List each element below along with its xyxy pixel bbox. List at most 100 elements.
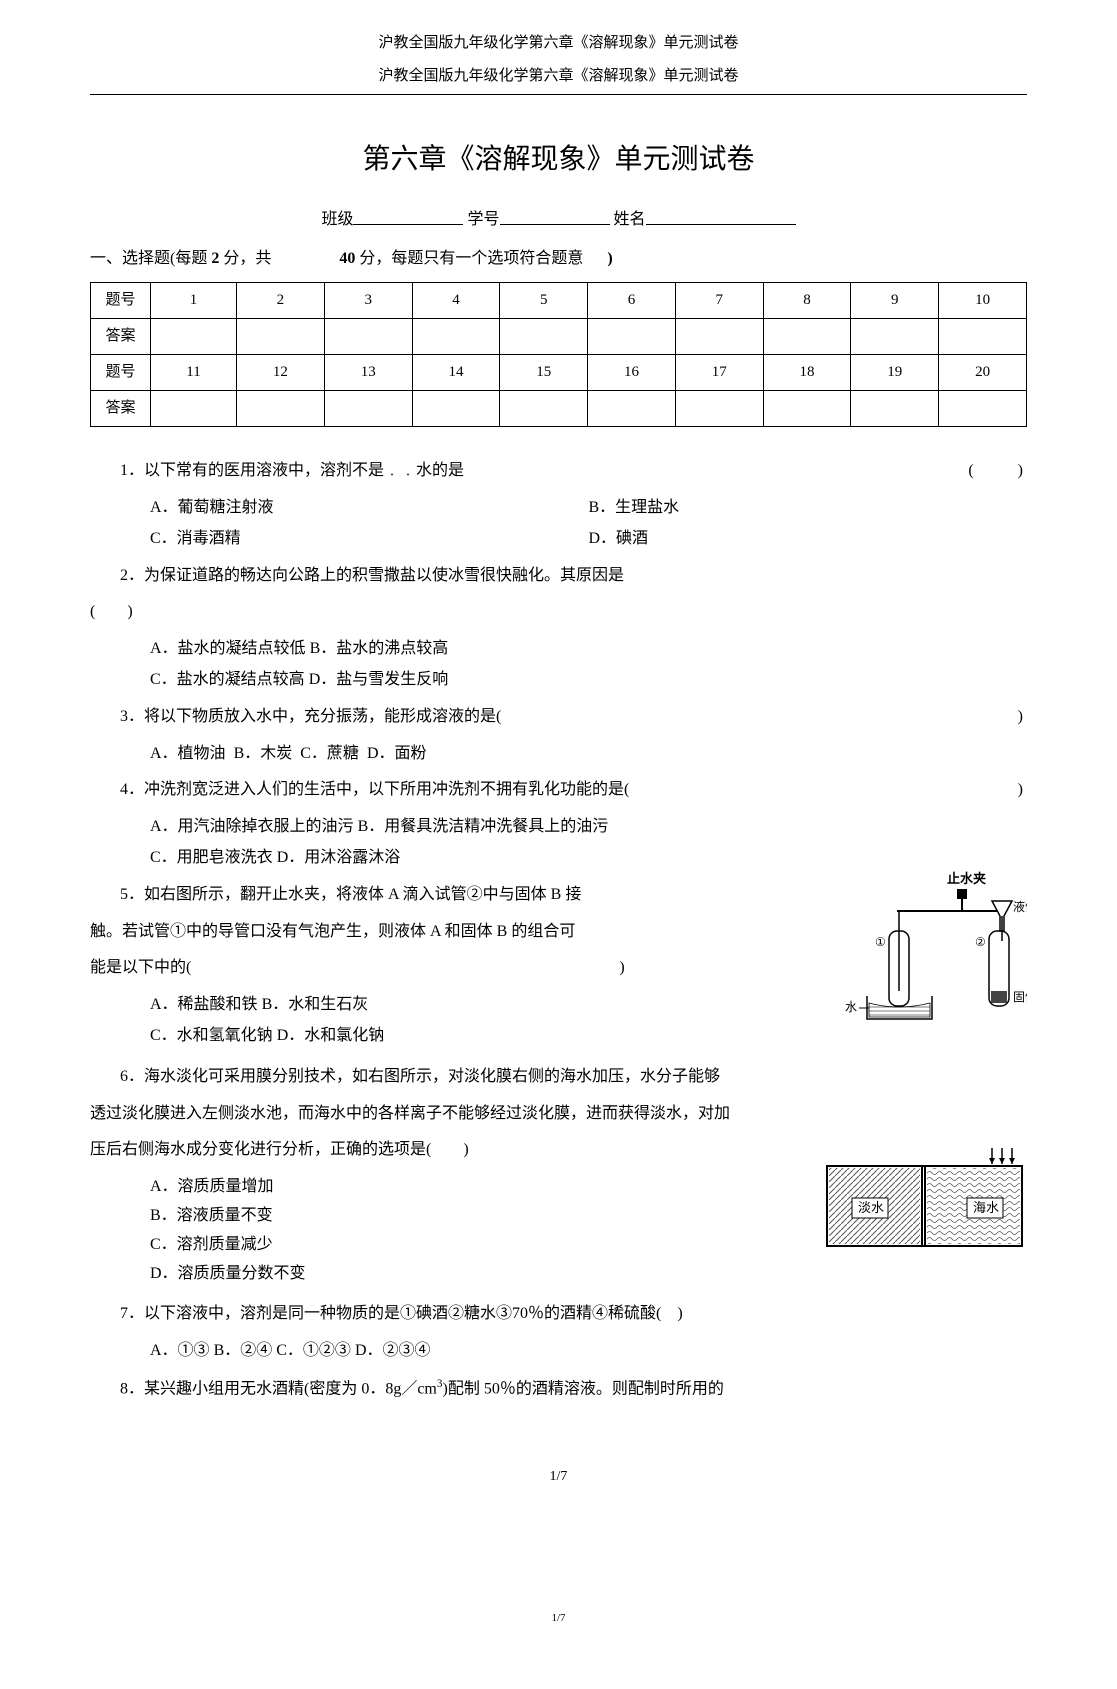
fig-label-fresh: 淡水	[858, 1200, 884, 1215]
table-cell	[763, 319, 851, 355]
table-label: 题号	[91, 355, 151, 391]
q4-opt-c: C．用肥皂液洗衣	[150, 844, 273, 873]
q3-text: 3．将以下物质放入水中，充分振荡，能形成溶液的是(	[120, 708, 501, 725]
section-mid2: 分，每题只有一个选项符合题意	[355, 250, 583, 267]
q7-opt-b: B．②④	[214, 1342, 273, 1359]
id-blank	[500, 205, 610, 224]
q7-text: 7．以下溶液中，溶剂是同一种物质的是①碘酒②糖水③70％的酒精④稀硫酸( )	[120, 1305, 683, 1322]
section-prefix: 一、选择题(每题	[90, 250, 211, 267]
table-cell: 4	[412, 283, 500, 319]
table-cell	[675, 391, 763, 427]
q3-opt-b: B．木炭	[234, 745, 293, 762]
table-cell	[675, 319, 763, 355]
table-cell: 16	[588, 355, 676, 391]
table-cell: 8	[763, 283, 851, 319]
question-5: 5．如右图所示，翻开止水夹，将液体 A 滴入试管②中与固体 B 接	[120, 881, 1027, 910]
question-3: 3．将以下物质放入水中，充分振荡，能形成溶液的是( )	[120, 703, 1027, 732]
fig-label-2: ②	[975, 935, 986, 949]
running-header-2: 沪教全国版九年级化学第六章《溶解现象》单元测试卷	[90, 63, 1027, 95]
question-4: 4．冲洗剂宽泛进入人们的生活中，以下所用冲洗剂不拥有乳化功能的是( )	[120, 776, 1027, 805]
name-label: 姓名	[614, 212, 646, 229]
question-8: 8．某兴趣小组用无水酒精(密度为 0．8g／cm3)配制 50％的酒精溶液。则配…	[120, 1374, 1027, 1404]
table-cell: 12	[237, 355, 325, 391]
table-cell	[851, 319, 939, 355]
q3-paren: )	[1018, 703, 1027, 732]
q8-text-1: 8．某兴趣小组用无水酒精(密度为 0．8g／cm	[120, 1380, 437, 1397]
q1-text: 1．以下常有的医用溶液中，溶剂不是﹒﹒水的是	[120, 462, 464, 479]
table-cell: 3	[324, 283, 412, 319]
answer-table: 题号 1 2 3 4 5 6 7 8 9 10 答案 题号 11 12 13 1…	[90, 282, 1027, 427]
table-cell: 17	[675, 355, 763, 391]
q2-opt-c: C．盐水的凝结点较高	[150, 666, 305, 695]
q7-opt-d: D．②③④	[355, 1342, 431, 1359]
table-cell: 6	[588, 283, 676, 319]
q2-options: A．盐水的凝结点较低 B．盐水的沸点较高 C．盐水的凝结点较高 D．盐与雪发生反…	[150, 635, 1027, 695]
table-cell: 5	[500, 283, 588, 319]
q4-paren: )	[1018, 776, 1027, 805]
table-cell: 9	[851, 283, 939, 319]
table-cell	[588, 391, 676, 427]
q1-opt-d: D．碘酒	[589, 525, 1028, 554]
question-6-line1: 6．海水淡化可采用膜分别技术，如右图所示，对淡化膜右侧的海水加压，水分子能够	[120, 1063, 1027, 1092]
table-cell	[412, 391, 500, 427]
q5-opt-c: C．水和氢氧化钠	[150, 1022, 273, 1051]
table-cell: 20	[939, 355, 1027, 391]
q5-opt-a: A．稀盐酸和铁	[150, 991, 258, 1020]
question-1: 1．以下常有的医用溶液中，溶剂不是﹒﹒水的是 ( )	[120, 457, 1027, 486]
table-label: 题号	[91, 283, 151, 319]
q5-text-1: 5．如右图所示，翻开止水夹，将液体 A 滴入试管②中与固体 B 接	[120, 886, 581, 903]
table-cell: 18	[763, 355, 851, 391]
question-7: 7．以下溶液中，溶剂是同一种物质的是①碘酒②糖水③70％的酒精④稀硫酸( )	[120, 1300, 1027, 1329]
q1-paren: ( )	[968, 457, 1027, 486]
table-cell: 19	[851, 355, 939, 391]
q1-opt-a: A．葡萄糖注射液	[150, 494, 589, 523]
q4-opt-d: D．用沐浴露沐浴	[277, 844, 401, 873]
table-row: 答案	[91, 319, 1027, 355]
q4-options: A．用汽油除掉衣服上的油污 B．用餐具洗洁精冲洗餐具上的油污 C．用肥皂液洗衣 …	[150, 813, 1027, 873]
table-cell: 2	[237, 283, 325, 319]
q5-opt-d: D．水和氯化钠	[277, 1022, 385, 1051]
q7-opt-c: C．①②③	[276, 1342, 351, 1359]
table-cell	[151, 319, 237, 355]
q2-opt-a: A．盐水的凝结点较低	[150, 635, 306, 664]
student-info-line: 班级 学号 姓名	[90, 205, 1027, 235]
q7-options: A．①③ B．②④ C．①②③ D．②③④	[150, 1337, 1027, 1366]
fig-label-solid: 固体B	[1013, 990, 1027, 1004]
q4-opt-b: B．用餐具洗洁精冲洗餐具上的油污	[358, 813, 609, 842]
fig-label-sea: 海水	[973, 1200, 999, 1215]
q1-opt-c: C．消毒酒精	[150, 525, 589, 554]
table-cell: 7	[675, 283, 763, 319]
section-suffix: )	[607, 250, 612, 267]
q5-text-3: 能是以下中的(	[90, 959, 191, 976]
table-row: 答案	[91, 391, 1027, 427]
section-1-title: 一、选择题(每题 2 分，共 40 分，每题只有一个选项符合题意 )	[90, 245, 1027, 274]
fig-label-1: ①	[875, 935, 886, 949]
q6-figure: 淡水 海水	[817, 1146, 1027, 1267]
table-cell: 11	[151, 355, 237, 391]
table-cell	[237, 391, 325, 427]
q2-paren-line: ( )	[90, 598, 1027, 627]
section-mid1: 分，共	[219, 250, 271, 267]
table-cell: 10	[939, 283, 1027, 319]
page-number-1: 1/7	[90, 1464, 1027, 1489]
q2-text: 2．为保证道路的畅达向公路上的积雪撒盐以使冰雪很快融化。其原因是	[120, 567, 624, 584]
q2-paren: ( )	[90, 603, 133, 620]
table-cell	[763, 391, 851, 427]
table-cell	[588, 319, 676, 355]
table-cell	[500, 319, 588, 355]
main-title: 第六章《溶解现象》单元测试卷	[90, 135, 1027, 185]
table-cell: 15	[500, 355, 588, 391]
table-cell	[324, 391, 412, 427]
q5-opt-b: B．水和生石灰	[262, 991, 369, 1020]
table-label: 答案	[91, 391, 151, 427]
class-label: 班级	[321, 212, 353, 229]
class-blank	[353, 205, 463, 224]
q8-text-2: )配制 50％的酒精溶液。则配制时所用的	[442, 1380, 723, 1397]
name-blank	[646, 205, 796, 224]
q3-opt-a: A．植物油	[150, 745, 226, 762]
table-cell	[324, 319, 412, 355]
fig-label-water: 水	[845, 1000, 857, 1014]
q3-options: A．植物油 B．木炭 C．蔗糖 D．面粉	[150, 740, 1027, 769]
table-cell: 13	[324, 355, 412, 391]
q3-opt-d: D．面粉	[367, 745, 427, 762]
